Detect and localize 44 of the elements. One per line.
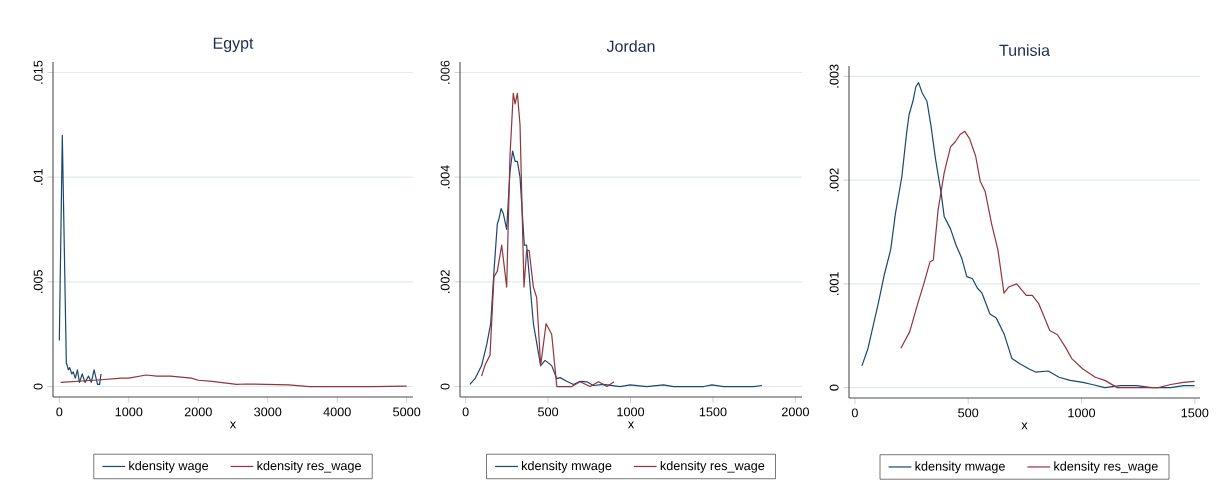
chart-title: Jordan	[606, 40, 655, 52]
y-tick-label: .006	[440, 60, 450, 84]
x-tick-label: 2000	[781, 407, 809, 417]
x-axis-title: x	[1021, 422, 1028, 430]
x-tick-label: 4000	[323, 407, 351, 417]
x-tick-label: 0	[56, 407, 63, 417]
x-tick-label: 500	[958, 408, 979, 418]
x-tick-label: 1500	[1181, 408, 1209, 418]
x-axis-title: x	[627, 421, 635, 429]
legend-label: kdensity mwage	[915, 461, 1005, 474]
legend-label: kdensity mwage	[522, 460, 612, 473]
x-tick-label: 0	[462, 407, 469, 417]
y-tick-label: .001	[829, 272, 839, 296]
line-series	[481, 92, 615, 388]
x-tick-label: 2000	[184, 407, 212, 417]
x-tick-label: 1000	[1068, 408, 1096, 418]
x-tick-label: 1500	[699, 407, 727, 417]
y-tick-label: .004	[440, 165, 450, 189]
x-tick-label: 5000	[393, 407, 421, 417]
x-tick-label: 1000	[115, 407, 143, 417]
y-tick-label: .015	[33, 60, 43, 84]
line-series	[58, 134, 102, 386]
y-tick-label: .01	[33, 168, 43, 185]
chart-title: Tunisia	[999, 44, 1050, 56]
legend-label: kdensity res_wage	[660, 460, 765, 473]
y-tick-label: .002	[829, 168, 839, 192]
legend-label: kdensity wage	[129, 460, 209, 473]
y-tick-label: .005	[33, 270, 43, 294]
line-series	[861, 82, 1196, 389]
x-tick-label: 500	[538, 407, 559, 417]
y-tick-label: 0	[440, 383, 450, 390]
line-series	[900, 130, 1196, 389]
x-tick-label: 3000	[254, 407, 282, 417]
y-tick-label: 0	[33, 383, 43, 390]
y-tick-label: 0	[829, 384, 839, 391]
legend-label: kdensity res_wage	[1054, 461, 1158, 474]
chart-title: Egypt	[213, 37, 254, 52]
x-tick-label: 0	[851, 408, 858, 418]
x-tick-label: 1000	[617, 407, 645, 417]
y-tick-label: .002	[440, 270, 450, 294]
line-series	[469, 150, 763, 388]
legend-label: kdensity res_wage	[257, 460, 361, 473]
x-axis-title: x	[229, 421, 237, 429]
y-tick-label: .003	[829, 64, 839, 88]
